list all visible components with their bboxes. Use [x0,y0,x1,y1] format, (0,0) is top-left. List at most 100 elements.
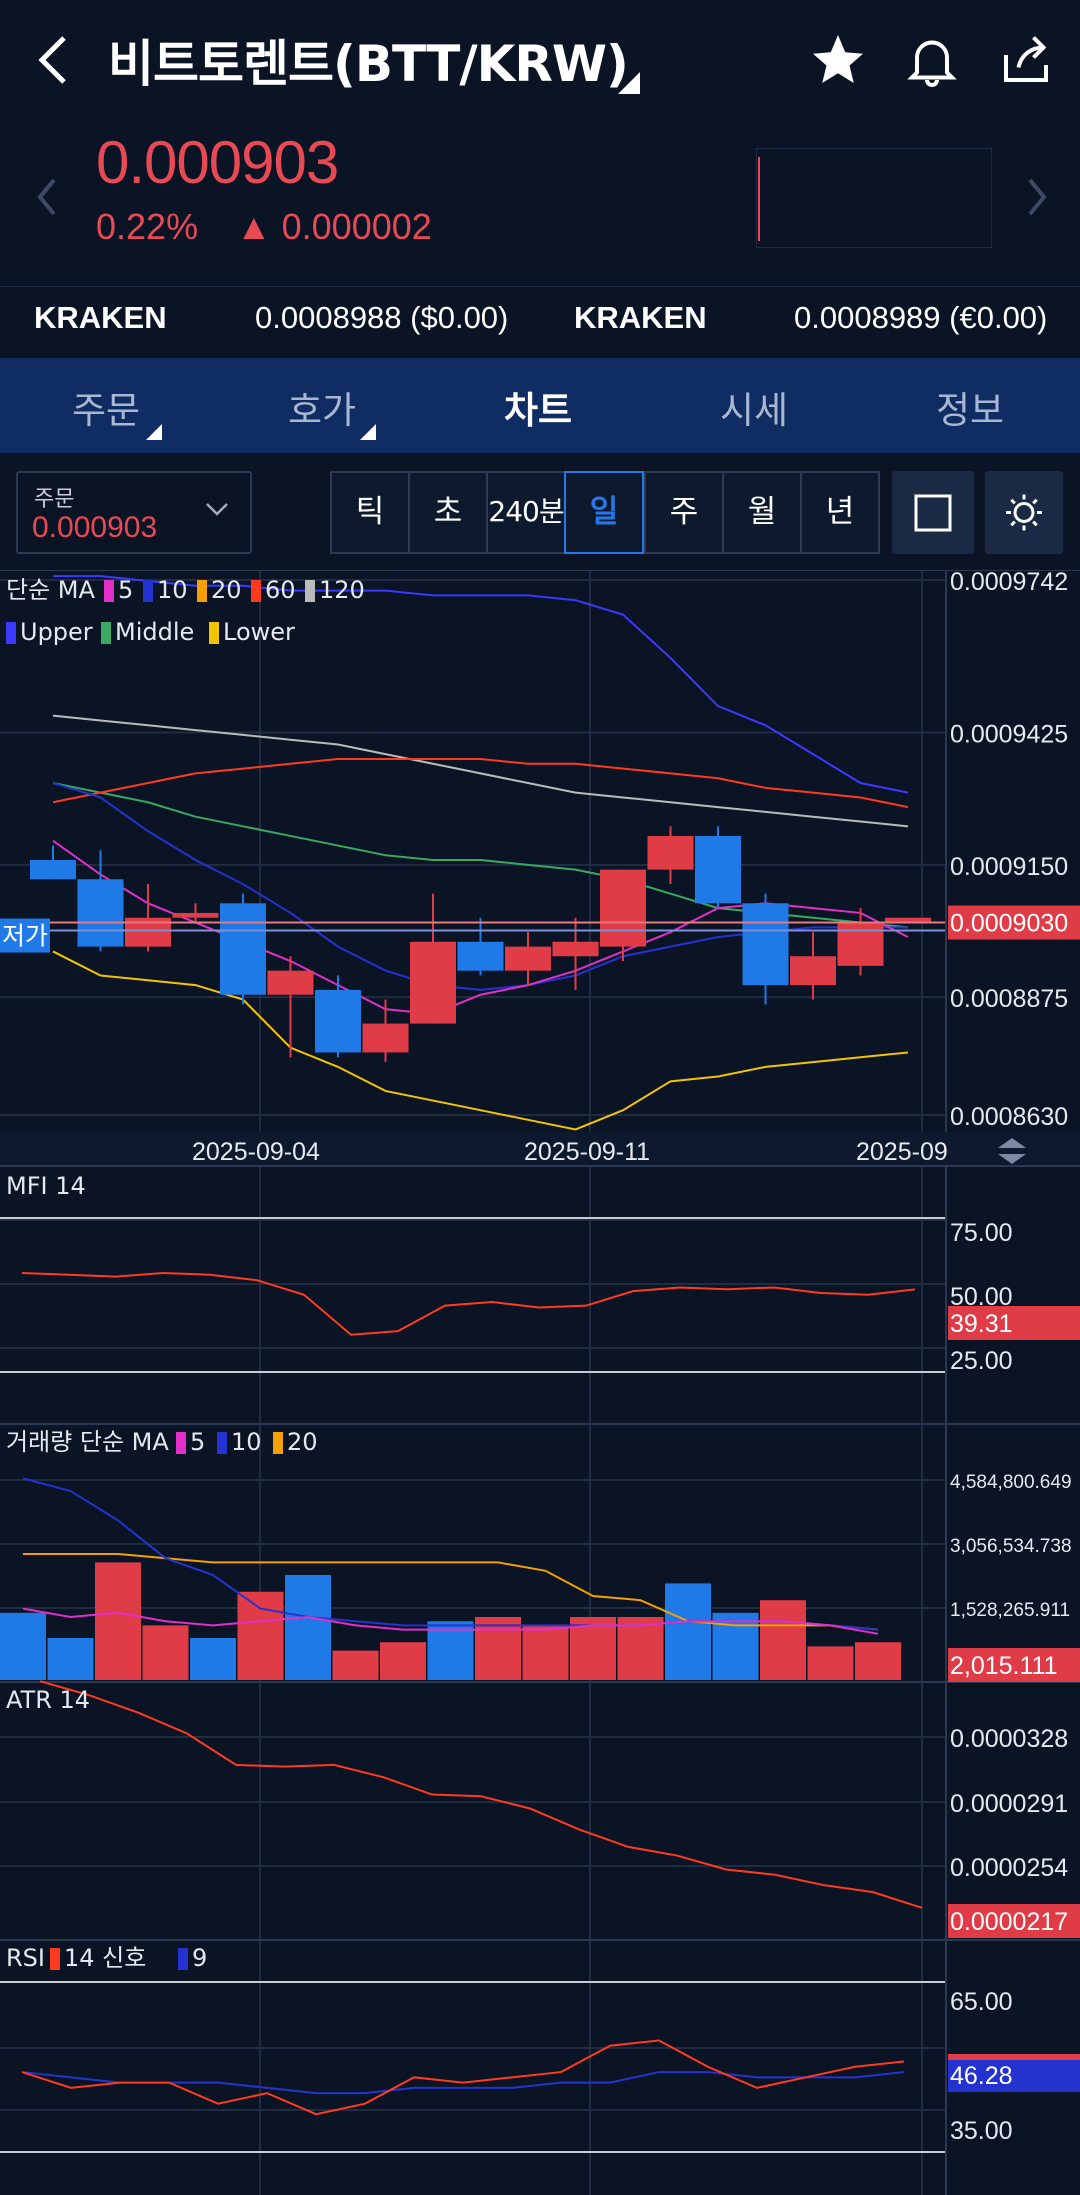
y-tick-label: 75.00 [950,1219,1013,1247]
chevron-down-icon[interactable] [204,496,230,522]
candle [30,860,76,880]
legend-swatch [101,622,111,644]
volume-bar [237,1591,284,1680]
legend-label: 14 신호 [64,1944,146,1972]
volume-bar [380,1642,426,1680]
x-tick-label: 2025-09-11 [524,1138,650,1166]
tab-order[interactable]: 주문 [72,389,141,432]
candle [77,879,124,947]
y-tick-label: 3,056,534.738 [950,1536,1072,1557]
exchange-prices [0,286,1080,358]
tab-dropdown-icon [146,424,162,440]
y-tick-label: 0.0009150 [950,853,1068,881]
y-tick-label: 1,528,265.911 [950,1600,1070,1621]
legend-label: 5 [118,576,133,604]
legend-swatch [217,1432,227,1454]
y-tick-label: 0.0000291 [950,1790,1068,1818]
rsi-prev-tag [948,2054,1080,2060]
page-title[interactable]: 비트토렌트(BTT/KRW) [108,35,629,93]
legend-label: 20 [287,1428,318,1456]
title-dropdown-icon[interactable] [618,72,640,94]
resize-icon [998,1138,1026,1164]
period-month[interactable]: 월 [722,471,802,554]
volume-bar [617,1617,664,1680]
y-tick-label: 0.0000328 [950,1725,1068,1753]
change-percent: 0.22% [96,206,199,247]
period-year[interactable]: 년 [800,471,880,554]
x-tick-label: 2025-09 [856,1138,948,1166]
volume-bar [0,1612,46,1680]
rsi-value-label: 46.28 [950,2062,1013,2090]
legend-swatch [273,1432,283,1454]
exchange-name: KRAKEN [574,300,707,335]
candle [552,941,599,957]
candle [837,922,884,966]
chart-background [0,570,1080,2195]
tab-chart[interactable]: 차트 [504,389,573,432]
atr-line [39,1680,923,1909]
rsi-value-tag [948,2058,1080,2092]
gear-icon[interactable] [985,471,1063,554]
candle [410,941,456,1024]
legend-label: 120 [319,576,365,604]
tab-info[interactable]: 정보 [936,389,1005,432]
fullscreen-icon[interactable] [892,471,974,554]
legend-swatch [178,1948,188,1970]
y-tick-label: 35.00 [950,2117,1013,2145]
mini-chart [756,148,992,248]
star-icon[interactable] [808,30,868,90]
volume-bar [95,1562,141,1680]
volume-bar [332,1650,379,1680]
legend-swatch [197,580,207,602]
tab-orderbook[interactable]: 호가 [288,389,357,432]
candle [600,869,646,947]
volume-bar [285,1575,331,1680]
order-select[interactable] [16,471,252,554]
candle [457,941,504,971]
period-day[interactable]: 일 [564,471,644,554]
price-line: 0.0009030 저가 [0,905,1080,953]
period-240min[interactable]: 240분 [486,471,566,554]
period-second[interactable]: 초 [408,471,488,554]
exchange-name: KRAKEN [34,300,167,335]
mfi-value-tag [948,1306,1080,1340]
legend-swatch [50,1948,60,1970]
volume-bar [665,1583,711,1680]
panel-label: MFI 14 [6,1172,86,1200]
legend-label: Middle [115,618,194,646]
legend-swatch [176,1432,186,1454]
share-icon[interactable] [996,30,1056,90]
volume-bar [522,1625,569,1680]
next-coin-icon[interactable] [1022,172,1052,233]
y-tick-label: 4,584,800.649 [950,1472,1072,1493]
candle [742,903,789,986]
period-week[interactable]: 주 [644,471,724,554]
volume-bar [807,1646,854,1680]
change-amount: ▲ 0.000002 [236,206,432,247]
chevron-left-icon[interactable] [34,30,74,90]
indicator-panels: 39.31 2,015.111 0.0000217 46.28 [0,1271,1080,2116]
y-tick-label: 25.00 [950,1347,1013,1375]
chart-area[interactable]: 0.0009030 저가 39.31 2,015.111 0.0000217 46.28… [0,570,1080,2195]
volume-value-tag [948,1648,1080,1682]
legend-swatch [251,580,261,602]
y-tick-label: 0.0008630 [950,1103,1068,1131]
candle [695,835,741,904]
legend-label: 20 [211,576,242,604]
legend-label: 10 [231,1428,262,1456]
bell-icon[interactable] [902,30,962,90]
prev-coin-icon[interactable] [32,172,62,233]
candle [885,917,931,923]
volume-bar [475,1617,521,1680]
bollinger-lower [52,950,909,1131]
y-tick-label: 50.00 [950,1283,1013,1311]
tab-market-price[interactable]: 시세 [720,389,789,432]
chart-grid [0,570,1080,2195]
exchange-price: 0.0008989 (€0.00) [794,300,1048,335]
panel-label: ATR 14 [6,1686,90,1714]
legend-label: 단순 MA [6,576,95,604]
legend-label: 60 [265,576,296,604]
period-tick[interactable]: 틱 [330,471,410,554]
current-price-tag [948,905,1080,940]
